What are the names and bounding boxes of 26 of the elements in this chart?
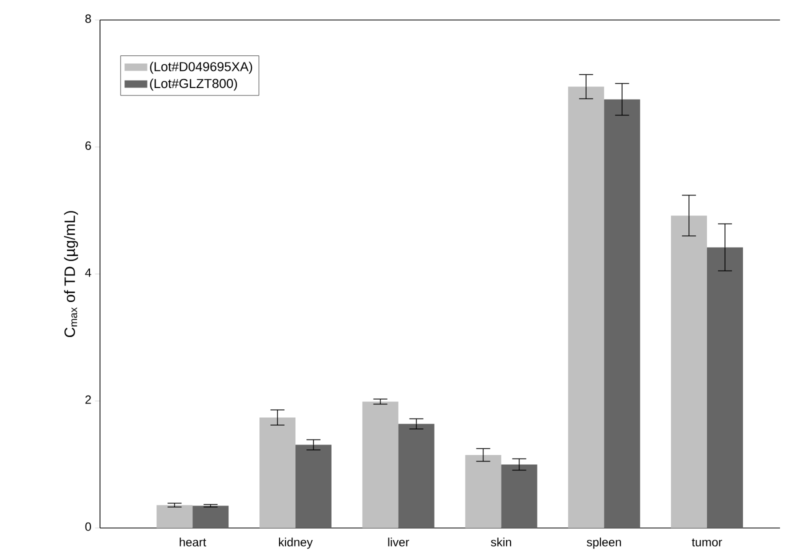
bar — [465, 454, 502, 528]
y-tick-label: 4 — [85, 268, 92, 277]
bar — [604, 99, 640, 528]
y-tick-label: 2 — [85, 395, 91, 404]
x-tick-label: tumor — [692, 538, 722, 546]
legend-label: (Lot#GLZT800) — [150, 78, 237, 91]
x-tick-label: kidney — [279, 538, 313, 549]
x-tick-label: liver — [388, 538, 410, 546]
y-axis-title: C$_{max}$ of TD (µg/mL) — [64, 211, 78, 338]
bar — [568, 86, 604, 528]
bar — [398, 424, 434, 528]
x-tick-label: skin — [490, 538, 512, 546]
x-tick-label: heart — [180, 538, 206, 546]
y-tick-label: 8 — [85, 14, 91, 23]
y-tick-label: 0 — [85, 522, 92, 531]
bar — [670, 216, 707, 528]
x-tick-label: spleen — [586, 538, 621, 549]
bar — [362, 402, 398, 528]
y-tick-label: 6 — [85, 141, 91, 150]
legend-label: (Lot#D049695XA) — [150, 62, 252, 74]
bar — [259, 417, 296, 528]
bar — [501, 464, 538, 528]
bar — [192, 506, 229, 528]
bar — [706, 247, 743, 528]
bar — [156, 505, 193, 528]
bar — [295, 444, 332, 528]
